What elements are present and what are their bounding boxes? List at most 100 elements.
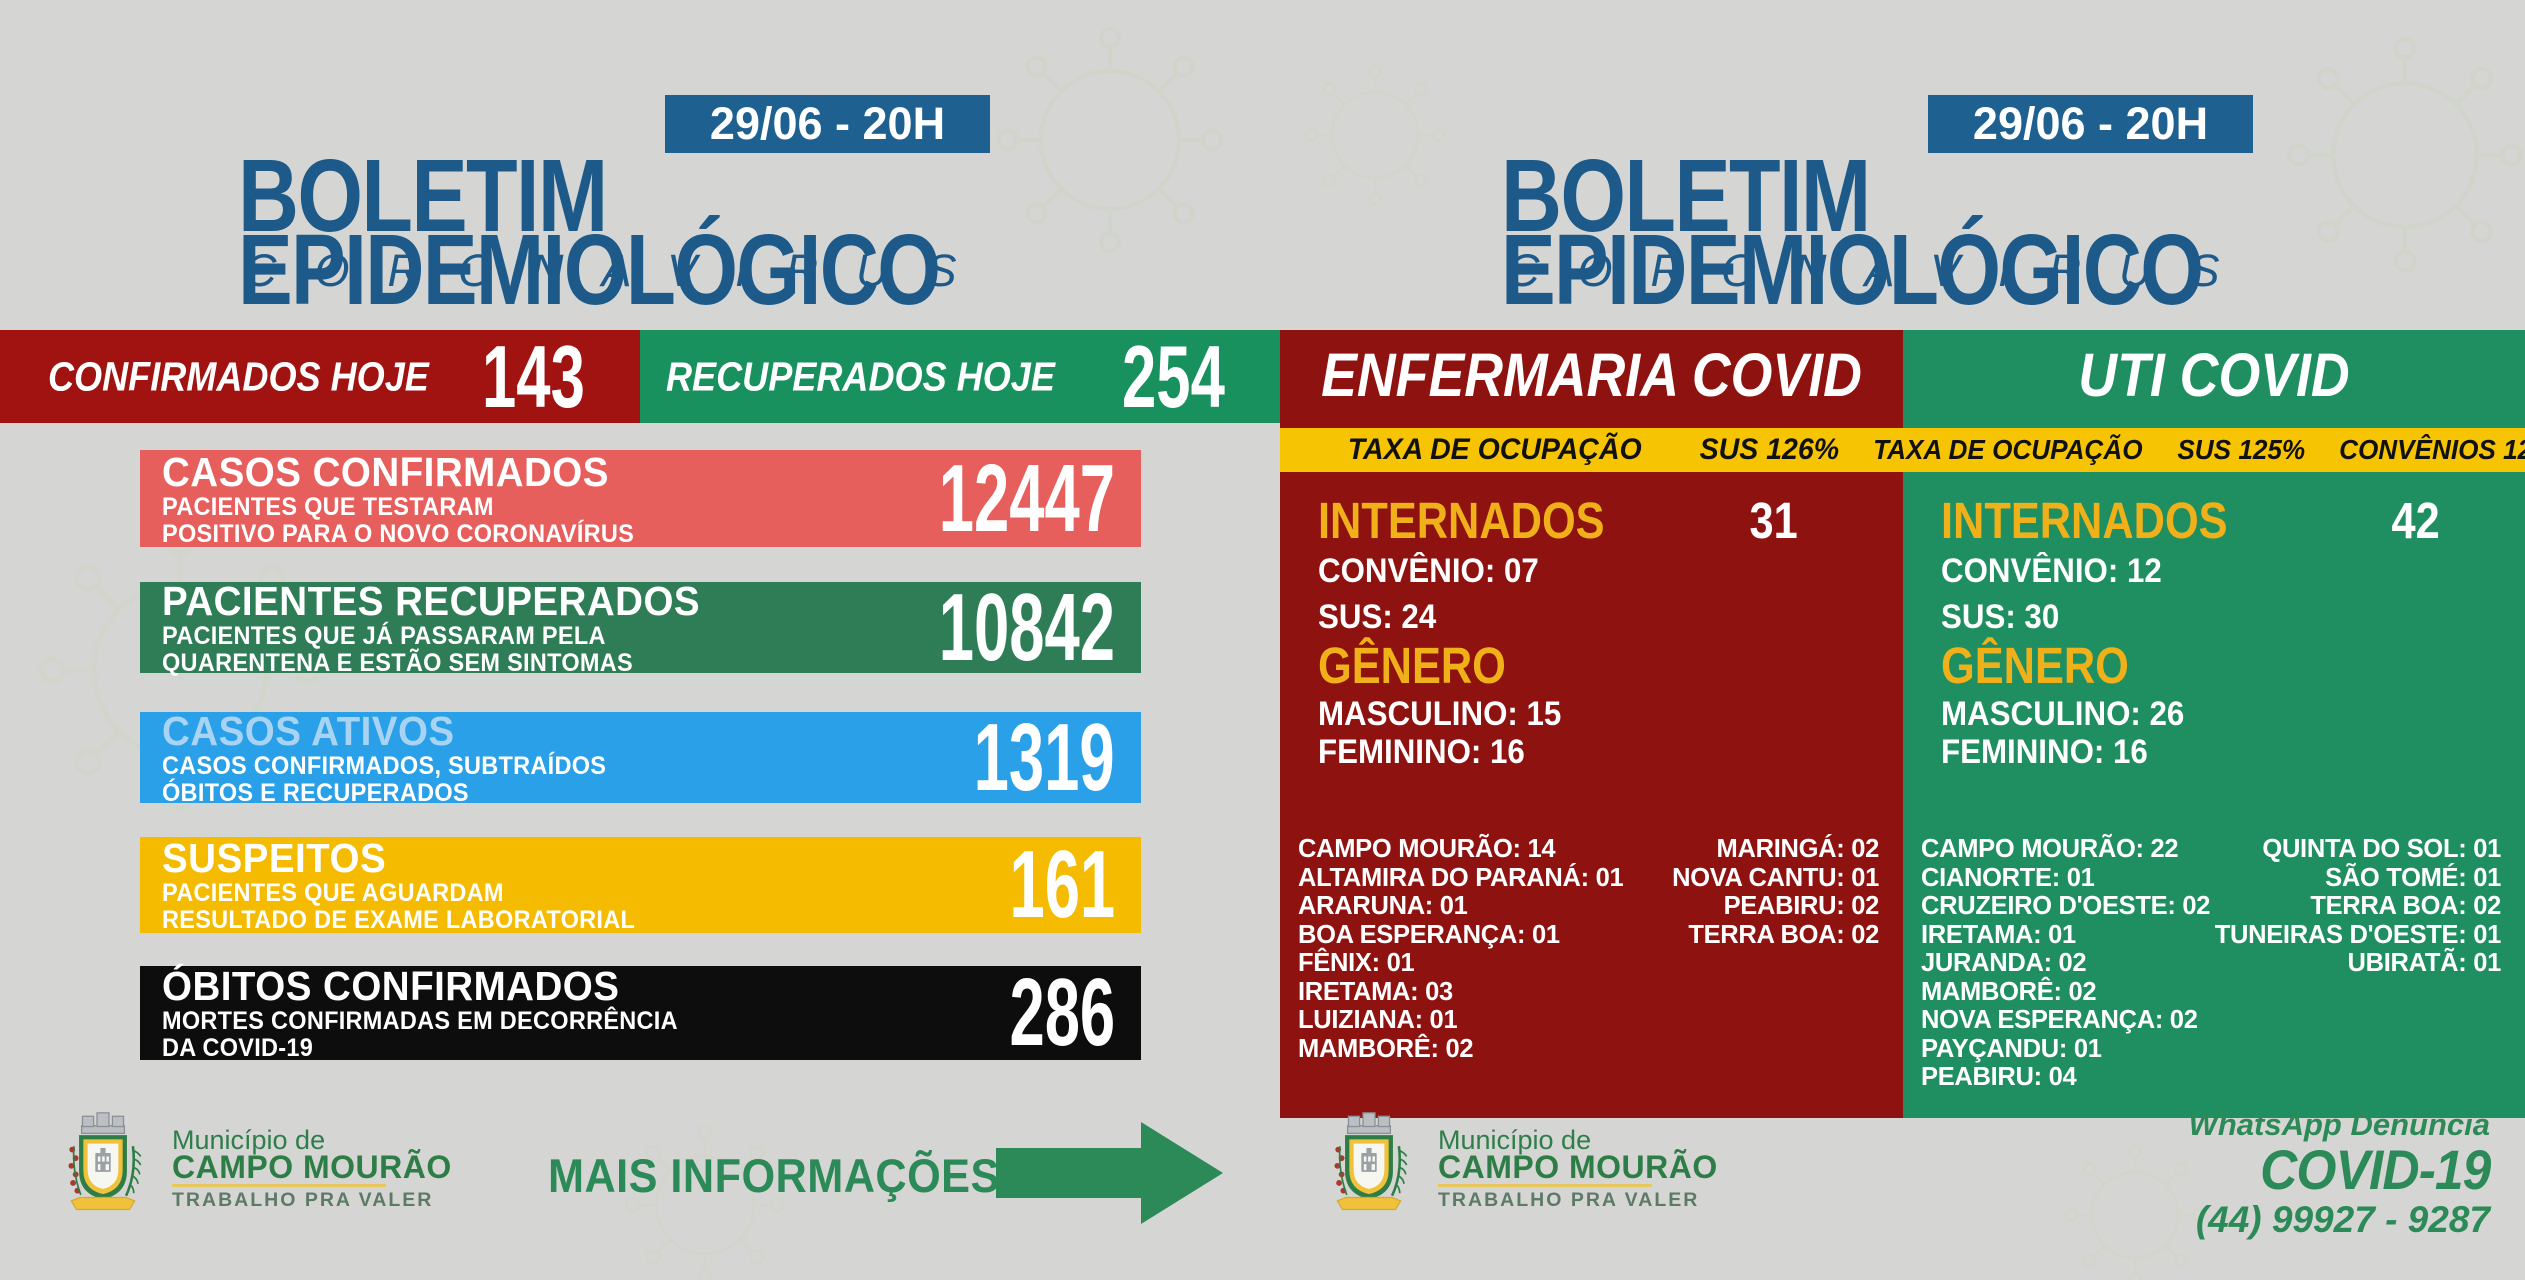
city-count-item: PAYÇANDU: 01 bbox=[1921, 1034, 2102, 1063]
city-count-item: BOA ESPERANÇA: 01 bbox=[1298, 920, 1560, 949]
slogan-label: TRABALHO PRA VALER bbox=[1438, 1189, 1700, 1211]
bulletin-title-line2: EPIDEMIOLÓGICO bbox=[1501, 214, 2204, 326]
city-count-item: IRETAMA: 03 bbox=[1298, 977, 1453, 1006]
stat-suspeitos: SUSPEITOS PACIENTES QUE AGUARDAM RESULTA… bbox=[140, 831, 1141, 938]
stat-title: SUSPEITOS bbox=[162, 835, 387, 881]
enfermaria-title: ENFERMARIA COVID bbox=[1321, 341, 1862, 409]
city-count-item: PEABIRU: 04 bbox=[1921, 1063, 2077, 1091]
municipio-de-label: Município de bbox=[172, 1125, 326, 1155]
city-count-item: MARINGÁ: 02 bbox=[1716, 835, 1880, 863]
bulletin-title-line1: BOLETIM bbox=[1501, 138, 1871, 253]
city-count-item: TERRA BOA: 02 bbox=[1688, 920, 1879, 949]
logo-divider bbox=[172, 1184, 386, 1187]
city-count-item: SÃO TOMÉ: 01 bbox=[2325, 863, 2501, 892]
city-count-item: ALTAMIRA DO PARANÁ: 01 bbox=[1298, 863, 1624, 892]
uti-column: UTI COVID TAXA DE OCUPAÇÃO SUS 125% CONV… bbox=[1873, 330, 2525, 1118]
date-badge: 29/06 - 20H bbox=[665, 95, 990, 153]
virus-watermark-icon bbox=[2064, 1144, 2206, 1280]
campo-mourao-coat-of-arms bbox=[68, 1112, 142, 1211]
internados-value: 42 bbox=[2391, 492, 2440, 549]
feminino-line: FEMININO: 16 bbox=[1318, 733, 1525, 771]
campo-mourao-label: CAMPO MOURÃO bbox=[172, 1149, 452, 1185]
whatsapp-covid19-label: COVID-19 bbox=[2259, 1138, 2491, 1201]
occupancy-sus: SUS 126% bbox=[1699, 433, 1839, 466]
stat-title: CASOS ATIVOS bbox=[162, 707, 455, 754]
city-count-item: MAMBORÊ: 02 bbox=[1921, 977, 2097, 1006]
more-info-button[interactable]: MAIS INFORMAÇÕES bbox=[548, 1149, 1000, 1202]
stat-value: 286 bbox=[1009, 959, 1115, 1066]
uti-cities-left: CAMPO MOURÃO: 22 CIANORTE: 01 CRUZEIRO D… bbox=[1921, 835, 2210, 1092]
occupancy-convenios: CONVÊNIOS 120% bbox=[2338, 434, 2525, 465]
stat-value: 161 bbox=[1009, 831, 1115, 938]
city-count-item: TUNEIRAS D'OESTE: 01 bbox=[2214, 920, 2502, 949]
enfermaria-occupancy-band: TAXA DE OCUPAÇÃO SUS 126% bbox=[1280, 428, 1903, 472]
stat-desc: PACIENTES QUE AGUARDAM bbox=[162, 879, 504, 907]
stat-desc: CASOS CONFIRMADOS, SUBTRAÍDOS bbox=[162, 751, 607, 780]
logo-divider bbox=[1438, 1184, 1652, 1187]
confirmados-hoje-value: 143 bbox=[482, 326, 585, 426]
masculino-line: MASCULINO: 26 bbox=[1941, 695, 2185, 733]
virus-watermark-icon bbox=[1304, 64, 1446, 206]
stat-desc: DA COVID-19 bbox=[162, 1034, 314, 1062]
campo-mourao-coat-of-arms bbox=[1334, 1112, 1408, 1211]
genero-label: GÊNERO bbox=[1318, 637, 1506, 694]
city-count-item: NOVA CANTU: 01 bbox=[1672, 863, 1879, 892]
slogan-label: TRABALHO PRA VALER bbox=[172, 1189, 434, 1211]
whatsapp-phone-number: (44) 99927 - 9287 bbox=[2195, 1199, 2490, 1240]
genero-label: GÊNERO bbox=[1941, 637, 2129, 694]
city-count-item: IRETAMA: 01 bbox=[1921, 920, 2076, 949]
city-count-item: PEABIRU: 02 bbox=[1723, 892, 1880, 920]
uti-cities-right: QUINTA DO SOL: 01 SÃO TOMÉ: 01 TERRA BOA… bbox=[2214, 835, 2502, 978]
bulletin-subtitle: CORONAVÍRUS bbox=[1507, 245, 2258, 296]
uti-occupancy-band: TAXA DE OCUPAÇÃO SUS 125% CONVÊNIOS 120% bbox=[1873, 428, 2525, 472]
bulletin-subtitle: CORONAVÍRUS bbox=[244, 245, 995, 296]
masculino-line: MASCULINO: 15 bbox=[1318, 695, 1562, 733]
stat-desc: MORTES CONFIRMADAS EM DECORRÊNCIA bbox=[162, 1007, 678, 1035]
internados-value: 31 bbox=[1749, 492, 1798, 549]
enfermaria-cities-right: MARINGÁ: 02 NOVA CANTU: 01 PEABIRU: 02 T… bbox=[1672, 835, 1879, 949]
occupancy-label: TAXA DE OCUPAÇÃO bbox=[1873, 434, 2143, 465]
city-count-item: CAMPO MOURÃO: 22 bbox=[1921, 835, 2179, 863]
date-badge: 29/06 - 20H bbox=[1928, 95, 2253, 153]
stat-obitos-confirmados: ÓBITOS CONFIRMADOS MORTES CONFIRMADAS EM… bbox=[140, 959, 1141, 1066]
internados-label: INTERNADOS bbox=[1941, 492, 2228, 549]
stat-value: 10842 bbox=[938, 573, 1115, 681]
recuperados-hoje-value: 254 bbox=[1122, 326, 1225, 426]
city-count-item: CAMPO MOURÃO: 14 bbox=[1298, 835, 1556, 863]
city-count-item: CIANORTE: 01 bbox=[1921, 863, 2095, 892]
city-count-item: QUINTA DO SOL: 01 bbox=[2262, 835, 2501, 863]
bulletin-title-line1: BOLETIM bbox=[238, 138, 608, 253]
stat-title: ÓBITOS CONFIRMADOS bbox=[162, 963, 620, 1009]
more-info-arrow-icon[interactable] bbox=[996, 1122, 1223, 1224]
municipio-de-label: Município de bbox=[1438, 1125, 1592, 1155]
city-count-item: MAMBORÊ: 02 bbox=[1298, 1034, 1474, 1063]
stat-value: 1319 bbox=[974, 703, 1115, 811]
whatsapp-denuncia-block[interactable]: WhatsApp Denúncia COVID-19 (44) 99927 - … bbox=[2188, 1107, 2491, 1242]
uti-title: UTI COVID bbox=[2078, 341, 2350, 409]
campo-mourao-label: CAMPO MOURÃO bbox=[1438, 1149, 1718, 1185]
city-count-item: NOVA ESPERANÇA: 02 bbox=[1921, 1006, 2198, 1034]
occupancy-label: TAXA DE OCUPAÇÃO bbox=[1348, 433, 1643, 466]
stat-casos-ativos: CASOS ATIVOS CASOS CONFIRMADOS, SUBTRAÍD… bbox=[140, 704, 1141, 811]
convenio-line: CONVÊNIO: 07 bbox=[1318, 552, 1539, 590]
stat-desc: PACIENTES QUE TESTARAM bbox=[162, 492, 494, 521]
city-count-item: JURANDA: 02 bbox=[1921, 949, 2087, 977]
virus-watermark-icon bbox=[2280, 30, 2525, 280]
internados-label: INTERNADOS bbox=[1318, 492, 1605, 549]
feminino-line: FEMININO: 16 bbox=[1941, 733, 2148, 771]
bulletin-title-line2: EPIDEMIOLÓGICO bbox=[238, 214, 941, 326]
confirmados-hoje-label: CONFIRMADOS HOJE bbox=[48, 353, 429, 399]
sus-line: SUS: 30 bbox=[1941, 598, 2060, 636]
city-count-item: CRUZEIRO D'OESTE: 02 bbox=[1921, 892, 2211, 920]
city-count-item: ARARUNA: 01 bbox=[1298, 892, 1468, 920]
stat-desc: RESULTADO DE EXAME LABORATORIAL bbox=[162, 906, 636, 934]
stat-desc: ÓBITOS E RECUPERADOS bbox=[162, 778, 469, 807]
stat-value: 12447 bbox=[938, 444, 1115, 552]
stat-casos-confirmados: CASOS CONFIRMADOS PACIENTES QUE TESTARAM… bbox=[140, 445, 1141, 552]
whatsapp-denuncia-label: WhatsApp Denúncia bbox=[2188, 1107, 2490, 1142]
city-count-item: LUIZIANA: 01 bbox=[1298, 1006, 1458, 1034]
recuperados-hoje-bar: RECUPERADOS HOJE 254 bbox=[640, 327, 1280, 426]
convenio-line: CONVÊNIO: 12 bbox=[1941, 552, 2162, 590]
sus-line: SUS: 24 bbox=[1318, 598, 1437, 636]
